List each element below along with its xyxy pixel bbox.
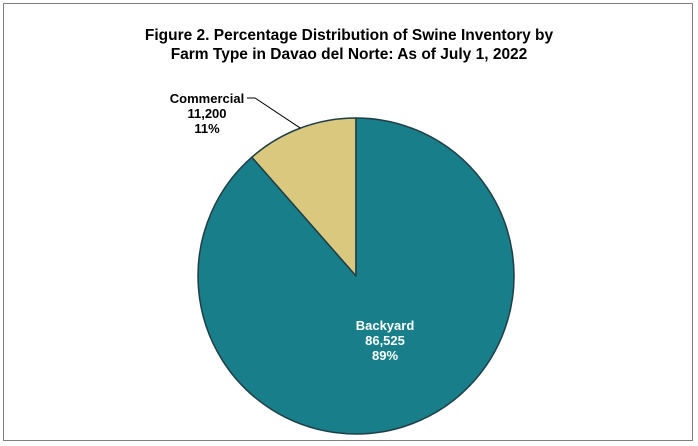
data-label-commercial-value: 11,200 bbox=[187, 106, 226, 121]
data-label-backyard-name: Backyard bbox=[356, 318, 415, 333]
chart-title-line-2: Farm Type in Davao del Norte: As of July… bbox=[170, 46, 528, 63]
data-label-backyard-value: 86,525 bbox=[365, 333, 405, 348]
chart-title-line-1: Figure 2. Percentage Distribution of Swi… bbox=[144, 27, 554, 44]
data-label-commercial-percent: 11% bbox=[194, 121, 220, 136]
pie-slices bbox=[197, 117, 515, 435]
data-label-backyard-percent: 89% bbox=[372, 348, 398, 363]
leader-line-commercial bbox=[247, 97, 301, 129]
chart-title: Figure 2. Percentage Distribution of Swi… bbox=[0, 26, 698, 64]
data-label-commercial-name: Commercial bbox=[170, 91, 244, 106]
pie-leader-lines bbox=[247, 97, 301, 129]
pie-slice-commercial bbox=[251, 117, 357, 277]
pie-slice-backyard bbox=[197, 117, 515, 435]
